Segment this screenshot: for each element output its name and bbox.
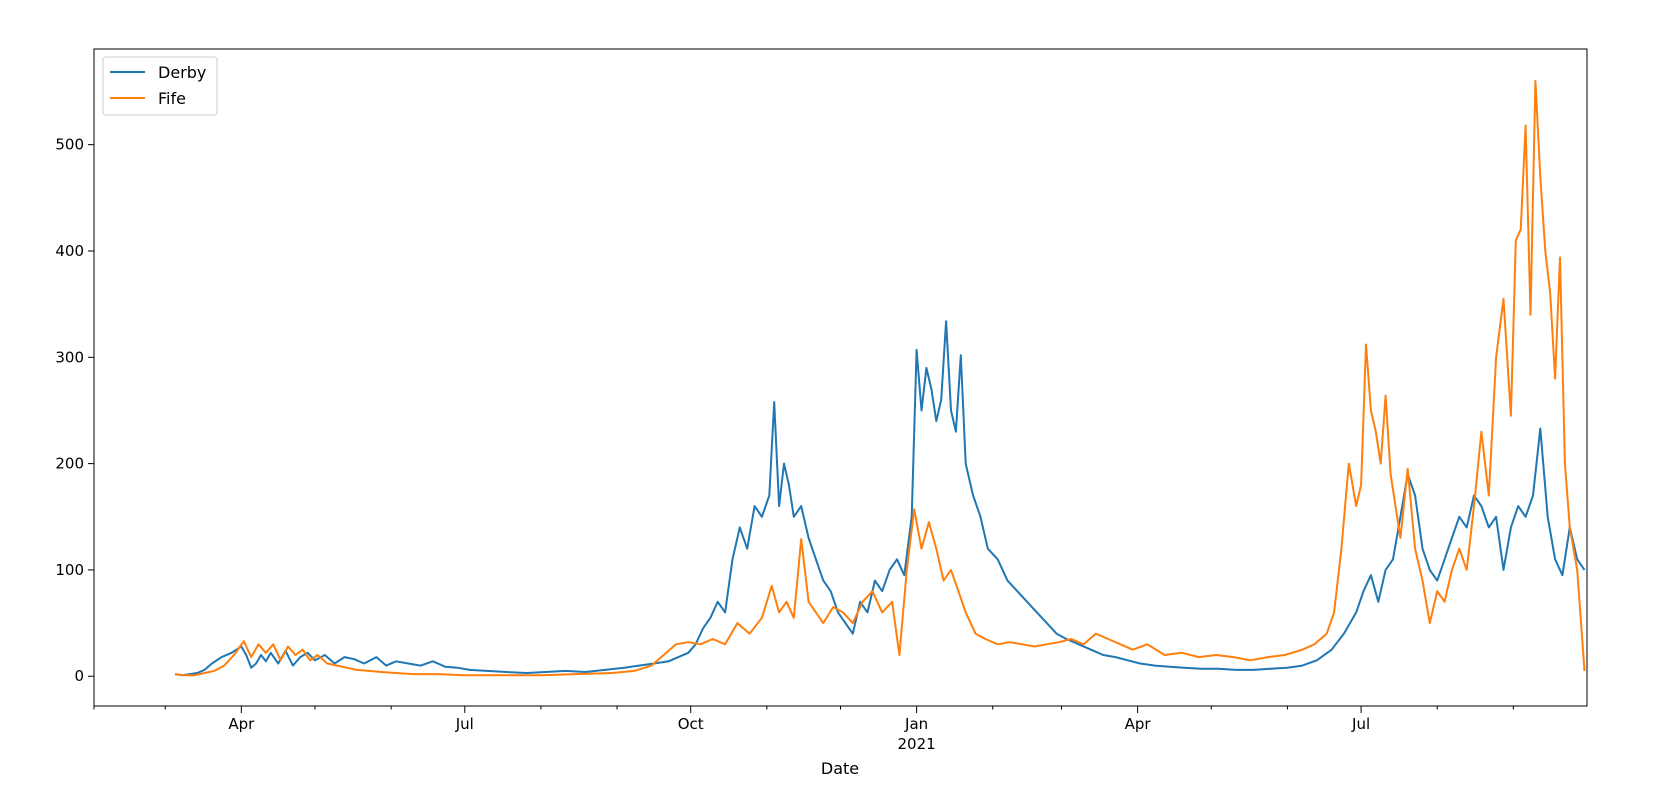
x-tick-label: Jul: [455, 715, 474, 733]
series-line-fife: [174, 79, 1586, 677]
x-axis-title: Date: [821, 759, 859, 778]
x-axis: Apr Jul Oct Jan Apr Jul 2021: [93, 706, 1514, 753]
plot-background: [94, 49, 1587, 706]
x-tick-label: Apr: [1125, 715, 1152, 733]
x-tick-label: Jan: [904, 715, 928, 733]
y-tick-label: 0: [74, 667, 84, 685]
y-tick-label: 200: [55, 455, 84, 473]
series-line-derby: [174, 320, 1586, 677]
x-tick-label: Jul: [1351, 715, 1370, 733]
y-tick-label: 300: [55, 348, 84, 366]
y-axis: 0 100 200 300 400 500: [55, 136, 94, 685]
x-year-label: 2021: [898, 735, 936, 753]
y-tick-label: 400: [55, 242, 84, 260]
series-layer: [174, 79, 1586, 677]
legend: Derby Fife: [102, 56, 218, 116]
x-tick-label: Apr: [228, 715, 255, 733]
y-tick-label: 500: [55, 136, 84, 154]
y-tick-label: 100: [55, 561, 84, 579]
legend-label-fife: Fife: [158, 89, 186, 108]
x-tick-label: Oct: [678, 715, 704, 733]
legend-label-derby: Derby: [158, 63, 206, 82]
